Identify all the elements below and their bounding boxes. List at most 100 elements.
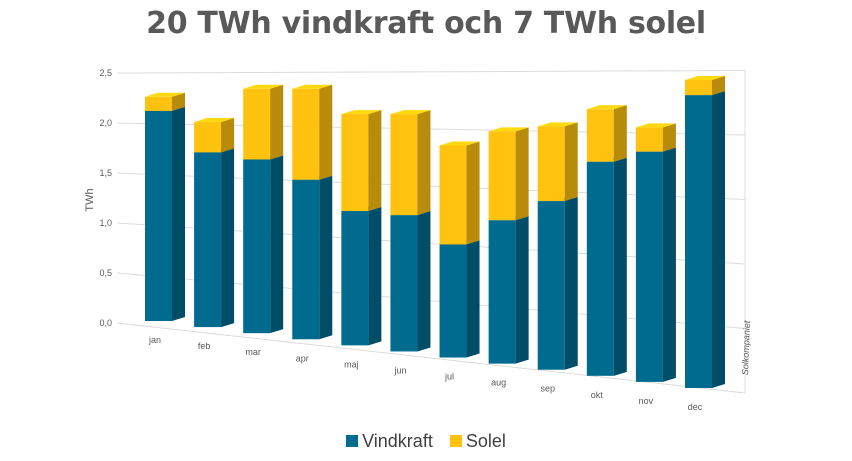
bar-front-face [488,131,516,221]
bar-segment-solel [341,110,382,212]
bar-top-face [243,84,284,89]
bar-front-face [439,145,467,245]
bar-front-face [243,159,271,334]
bar-segment-solel [145,92,185,111]
bar-segment-vindkraft [243,155,284,334]
bar-segment-vindkraft [341,207,382,346]
bar-side-face [515,127,529,221]
bar-front-face [488,220,516,364]
bar-front-face [145,96,172,111]
bar-top-face [635,123,676,128]
bar-aug [488,127,529,364]
bar-side-face [319,84,333,180]
legend-item-solar: Solel [449,430,506,452]
bar-segment-solel [439,141,480,245]
y-tick-label: 2,0 [99,118,112,128]
bar-front-face [685,95,712,388]
bar-segment-solel [635,123,676,152]
y-tick-label: 0,0 [99,318,112,328]
bar-sep [537,122,578,370]
bar-segment-solel [685,75,725,96]
y-tick-label: 1,0 [99,218,112,228]
bar-front-face [341,114,369,212]
bar-side-face [466,240,480,358]
bar-top-face [586,105,627,110]
bar-segment-vindkraft [439,240,480,358]
y-tick-label: 2,5 [99,68,112,78]
bar-front-face [243,88,271,160]
bar-segment-solel [292,84,333,180]
bar-side-face [417,211,431,352]
bar-front-face [537,126,565,202]
bar-top-face [537,122,578,127]
bar-nov [635,123,676,382]
bar-segment-vindkraft [194,148,235,328]
bar-front-face [635,127,663,152]
bar-side-face [270,84,284,160]
bar-segment-solel [194,118,235,153]
bar-side-face [564,122,578,202]
bar-front-face [635,151,663,382]
x-tick-label: okt [591,390,604,400]
bar-side-face [270,155,284,334]
legend: Vindkraft Solel [0,430,852,452]
bar-side-face [662,147,676,382]
bar-top-face [145,92,185,97]
y-axis-label: TWh [84,188,96,211]
y-tick-label: 1,5 [99,168,112,178]
bar-front-face [292,88,320,180]
bar-side-face [319,175,333,340]
bar-maj [341,110,382,346]
bar-dec [685,75,725,388]
x-tick-label: aug [491,378,506,388]
bar-side-face [368,207,382,346]
bar-segment-vindkraft [635,147,676,382]
bar-front-face [390,114,418,216]
bar-side-face [172,92,185,111]
bar-front-face [586,161,614,376]
x-tick-label: jun [393,365,406,375]
bar-top-face [488,127,529,132]
source-credit: Solkompaniet [740,320,752,375]
bar-front-face [194,152,222,328]
bar-side-face [417,110,431,216]
x-tick-label: maj [344,359,359,369]
bars [145,75,725,388]
bar-segment-vindkraft [537,197,578,370]
x-tick-label: nov [639,396,654,406]
bar-feb [194,118,235,328]
bar-top-face [194,118,235,123]
legend-label-wind: Vindkraft [362,431,433,452]
bar-segment-vindkraft [586,157,627,376]
bar-side-face [712,75,725,96]
bar-apr [292,84,333,340]
bar-side-face [613,157,627,376]
bar-top-face [292,84,333,89]
legend-label-solar: Solel [465,431,506,452]
bar-okt [586,105,627,376]
bar-segment-vindkraft [685,91,725,388]
bar-segment-solel [586,105,627,162]
bar-front-face [292,179,320,340]
bar-segment-vindkraft [145,106,185,321]
bar-front-face [685,79,712,96]
bar-segment-solel [537,122,578,202]
bar-jan [145,92,185,321]
bar-front-face [586,109,614,162]
y-tick-label: 0,5 [99,268,112,278]
legend-swatch-wind [346,434,359,447]
bar-segment-solel [488,127,529,221]
bar-front-face [341,211,369,346]
bar-jun [390,110,431,352]
gridline [116,70,746,74]
bar-front-face [390,215,418,352]
x-tick-label: dec [688,402,703,412]
bar-side-face [221,148,235,328]
bar-segment-vindkraft [390,211,431,352]
bar-front-face [145,110,172,321]
bar-segment-vindkraft [488,216,529,364]
bar-side-face [564,197,578,370]
legend-item-wind: Vindkraft [346,430,433,452]
x-axis-ticks: jan feb mar apr maj jun jul aug sep okt nov dec [148,335,703,412]
